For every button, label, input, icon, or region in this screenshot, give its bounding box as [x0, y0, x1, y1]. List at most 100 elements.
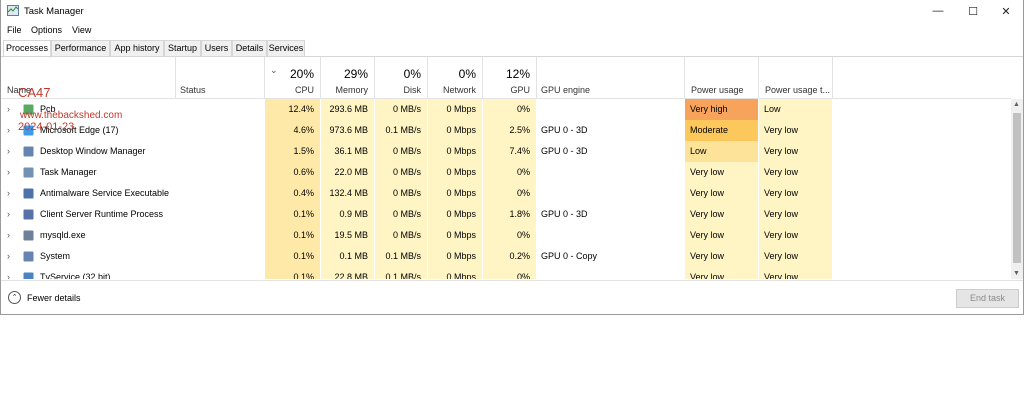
vertical-scrollbar[interactable]: ▲ ▼ [1011, 99, 1023, 279]
tab-services[interactable]: Services [267, 40, 305, 57]
chevron-up-circle-icon[interactable]: ⌃ [8, 291, 21, 304]
power-usage-trend-cell: Very low [759, 225, 832, 246]
disk-total-percent: 0% [403, 67, 421, 81]
menu-file[interactable]: File [7, 25, 22, 35]
column-header-gpu[interactable]: 12% GPU [483, 57, 537, 98]
fewer-details-link[interactable]: Fewer details [27, 293, 81, 303]
tab-performance[interactable]: Performance [51, 40, 110, 57]
watermark-line-3: 2024-01-23 [18, 121, 75, 133]
gpu-engine-cell [537, 267, 684, 279]
power-usage-trend-cell: Very low [759, 183, 832, 204]
expand-chevron-icon[interactable]: › [7, 104, 10, 114]
task-manager-app-icon [7, 5, 19, 16]
process-icon [23, 167, 34, 178]
table-row[interactable]: › Antimalware Service Executable 0.4% 132.4… [1, 183, 1011, 204]
table-row[interactable]: › TvService (32 bit) 0.1% 22.8 MB 0.1 MB/s 0 … [1, 267, 1011, 279]
column-header-disk[interactable]: 0% Disk [375, 57, 428, 98]
gpu-total-percent: 12% [505, 67, 530, 81]
gpu-engine-cell: GPU 0 - 3D [541, 209, 588, 219]
close-button[interactable]: ✕ [989, 0, 1023, 22]
column-header-power-usage-trend[interactable]: Power usage t... [759, 57, 833, 98]
column-header-power-usage-trend-label: Power usage t... [765, 85, 831, 95]
process-icon [23, 146, 34, 157]
process-icon [23, 188, 34, 199]
process-icon [23, 125, 34, 136]
gpu-cell: 1.8% [483, 204, 536, 225]
column-header-cpu-label: CPU [294, 85, 314, 95]
column-header-name[interactable]: Name [1, 57, 176, 98]
disk-cell: 0 MB/s [375, 141, 427, 162]
gpu-engine-cell: GPU 0 - 3D [541, 146, 588, 156]
gpu-cell: 7.4% [483, 141, 536, 162]
power-usage-trend-cell: Very low [759, 141, 832, 162]
table-row[interactable]: › Task Manager 0.6% 22.0 MB 0 MB/s 0 Mbps 0% Ve… [1, 162, 1011, 183]
column-header-power-usage[interactable]: Power usage [685, 57, 759, 98]
column-header-cpu[interactable]: ⌄ 20% CPU [265, 57, 321, 98]
menu-options[interactable]: Options [31, 25, 63, 35]
process-icon [23, 104, 34, 115]
power-usage-cell: Very high [685, 99, 758, 120]
column-header-network[interactable]: 0% Network [428, 57, 483, 98]
scroll-down-icon[interactable]: ▼ [1013, 270, 1020, 277]
task-manager-window: Task Manager — ☐ ✕ File Options View Pro… [0, 0, 1024, 315]
process-name: Pcb [40, 104, 56, 114]
power-usage-cell: Very low [685, 225, 758, 246]
table-row[interactable]: › mysqld.exe 0.1% 19.5 MB 0 MB/s 0 Mbps 0% Very… [1, 225, 1011, 246]
expand-chevron-icon[interactable]: › [7, 167, 10, 177]
table-row[interactable]: › Microsoft Edge (17) 4.6% 973.6 MB 0.1 MB/s… [1, 120, 1011, 141]
minimize-button[interactable]: — [921, 0, 955, 22]
title-bar: Task Manager — ☐ ✕ [1, 0, 1023, 22]
power-usage-cell: Very low [685, 162, 758, 183]
power-usage-trend-cell: Very low [759, 120, 832, 141]
expand-chevron-icon[interactable]: › [7, 272, 10, 279]
scroll-up-icon[interactable]: ▲ [1013, 101, 1020, 108]
column-header-status[interactable]: Status [176, 57, 265, 98]
window-title: Task Manager [24, 6, 84, 17]
column-header-status-label: Status [180, 85, 206, 95]
expand-chevron-icon[interactable]: › [7, 125, 10, 135]
expand-chevron-icon[interactable]: › [7, 251, 10, 261]
tab-details[interactable]: Details [232, 40, 267, 57]
tab-app-history[interactable]: App history [110, 40, 164, 57]
power-usage-cell: Very low [685, 246, 758, 267]
power-usage-cell: Very low [685, 183, 758, 204]
process-name: Desktop Window Manager [40, 146, 146, 156]
tab-users[interactable]: Users [201, 40, 232, 57]
gpu-cell: 2.5% [483, 120, 536, 141]
tab-processes[interactable]: Processes [3, 40, 51, 58]
expand-chevron-icon[interactable]: › [7, 188, 10, 198]
scrollbar-thumb[interactable] [1013, 113, 1021, 263]
process-icon [23, 251, 34, 262]
maximize-button[interactable]: ☐ [956, 0, 990, 22]
table-row[interactable]: › Desktop Window Manager 1.5% 36.1 MB 0 MB/s… [1, 141, 1011, 162]
table-row[interactable]: › System 0.1% 0.1 MB 0.1 MB/s 0 Mbps 0.2% GPU 0… [1, 246, 1011, 267]
memory-cell: 293.6 MB [321, 99, 374, 120]
network-cell: 0 Mbps [428, 99, 482, 120]
column-header-disk-label: Disk [403, 85, 422, 95]
tab-divider [1, 56, 1023, 57]
cpu-total-percent: 20% [289, 67, 314, 81]
gpu-cell: 0% [483, 225, 536, 246]
expand-chevron-icon[interactable]: › [7, 209, 10, 219]
gpu-engine-cell [537, 99, 684, 120]
process-list: › Pcb 12.4% 293.6 MB 0 MB/s 0 Mbps 0% Very high… [1, 99, 1011, 279]
power-usage-trend-cell: Very low [759, 204, 832, 225]
network-cell: 0 Mbps [428, 183, 482, 204]
network-cell: 0 Mbps [428, 246, 482, 267]
column-header-memory[interactable]: 29% Memory [321, 57, 375, 98]
column-header-gpu-engine[interactable]: GPU engine [537, 57, 685, 98]
power-usage-trend-cell: Low [759, 99, 832, 120]
gpu-cell: 0.2% [483, 246, 536, 267]
memory-cell: 0.9 MB [321, 204, 374, 225]
end-task-button[interactable]: End task [956, 289, 1019, 308]
memory-total-percent: 29% [343, 67, 368, 81]
table-row[interactable]: › Client Server Runtime Process 0.1% 0.9 MB… [1, 204, 1011, 225]
cpu-cell: 0.4% [265, 183, 320, 204]
expand-chevron-icon[interactable]: › [7, 230, 10, 240]
process-name: Task Manager [40, 167, 97, 177]
gpu-engine-cell [537, 183, 684, 204]
expand-chevron-icon[interactable]: › [7, 146, 10, 156]
table-row[interactable]: › Pcb 12.4% 293.6 MB 0 MB/s 0 Mbps 0% Very high… [1, 99, 1011, 120]
tab-startup[interactable]: Startup [164, 40, 201, 57]
menu-view[interactable]: View [72, 25, 92, 35]
